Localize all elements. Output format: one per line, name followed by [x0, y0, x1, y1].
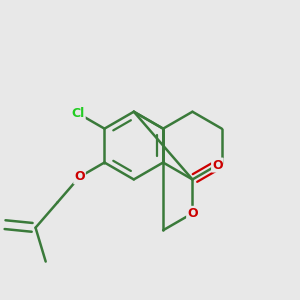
Text: Cl: Cl [71, 107, 85, 120]
Text: O: O [212, 159, 223, 172]
Text: O: O [187, 207, 198, 220]
Text: O: O [74, 170, 85, 183]
